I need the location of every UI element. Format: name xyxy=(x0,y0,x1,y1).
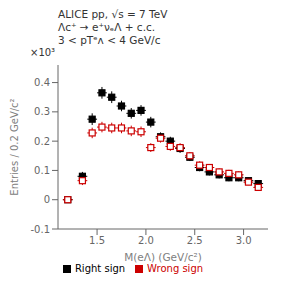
svg-text:2.5: 2.5 xyxy=(187,235,203,246)
html-text:Wrong sign: Wrong sign xyxy=(147,263,204,274)
svg-text:1.5: 1.5 xyxy=(89,235,105,246)
html-text:3 < pTᵉᴧ < 4 GeV/c: 3 < pTᵉᴧ < 4 GeV/c xyxy=(58,34,161,46)
svg-text:3.0: 3.0 xyxy=(236,235,252,246)
svg-text:0.3: 0.3 xyxy=(34,106,50,117)
html-text:ALICE pp, √s = 7 TeV: ALICE pp, √s = 7 TeV xyxy=(58,8,168,20)
svg-text:0.4: 0.4 xyxy=(34,77,50,88)
svg-text:Entries / 0.2 GeV/c²: Entries / 0.2 GeV/c² xyxy=(9,98,20,195)
svg-text:M(eΛ) (GeV/c²): M(eΛ) (GeV/c²) xyxy=(124,251,202,263)
html-text:Λc⁺ → e⁺νₑΛ + c.c.: Λc⁺ → e⁺νₑΛ + c.c. xyxy=(58,21,156,33)
svg-text:0.2: 0.2 xyxy=(34,136,50,147)
svg-text:0.1: 0.1 xyxy=(34,165,50,176)
svg-text:-0.1: -0.1 xyxy=(30,224,50,235)
svg-text:0: 0 xyxy=(44,194,50,205)
html-text:Right sign: Right sign xyxy=(74,263,126,274)
html-text:×10³: ×10³ xyxy=(30,47,56,58)
svg-text:2.0: 2.0 xyxy=(138,235,154,246)
